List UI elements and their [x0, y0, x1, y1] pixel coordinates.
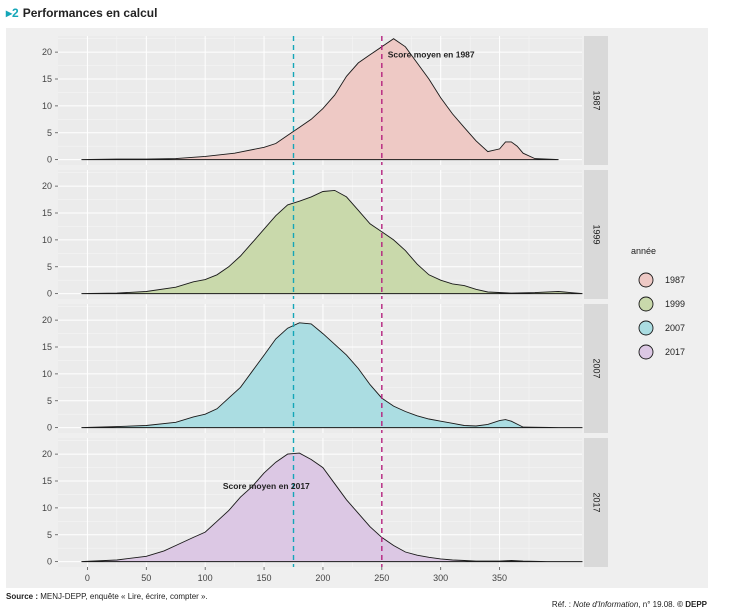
- legend-label-2017: 2017: [665, 347, 685, 357]
- legend-label-1999: 1999: [665, 299, 685, 309]
- y-tick-label: 10: [42, 503, 52, 513]
- ref-publication: Note d'Information: [573, 600, 639, 609]
- legend-swatch-1999: [638, 296, 654, 312]
- y-tick-label: 20: [42, 449, 52, 459]
- title-text: Performances en calcul: [22, 6, 158, 20]
- y-tick-label: 20: [42, 47, 52, 57]
- x-tick-label: 50: [141, 573, 151, 583]
- facet-label-1987: 1987: [592, 90, 602, 110]
- y-tick-label: 20: [42, 315, 52, 325]
- y-tick-label: 15: [42, 476, 52, 486]
- density-area-2007: [81, 322, 583, 429]
- y-tick-label: 0: [47, 557, 52, 567]
- x-tick-label: 250: [374, 573, 389, 583]
- x-tick-label: 200: [315, 573, 330, 583]
- facet-label-1999: 1999: [592, 224, 602, 244]
- y-tick-label: 5: [47, 396, 52, 406]
- legend-swatch-2007: [638, 320, 654, 336]
- chart-title: ▸2 Performances en calcul: [6, 6, 157, 20]
- facet-strip: [584, 170, 608, 299]
- y-tick-label: 0: [47, 155, 52, 165]
- x-tick-label: 100: [198, 573, 213, 583]
- y-tick-label: 5: [47, 530, 52, 540]
- source-text: MENJ-DEPP, enquête « Lire, écrire, compt…: [40, 592, 208, 601]
- ref-suffix: , n° 19.08.: [638, 600, 675, 609]
- density-area-1987: [81, 38, 559, 161]
- y-tick-label: 15: [42, 208, 52, 218]
- annotation-1987: Score moyen en 1987: [388, 50, 475, 60]
- facet-strip: [584, 304, 608, 433]
- y-tick-label: 10: [42, 101, 52, 111]
- density-area-2017: [81, 452, 583, 563]
- x-tick-label: 350: [492, 573, 507, 583]
- title-marker: ▸2: [6, 6, 19, 20]
- y-tick-label: 0: [47, 289, 52, 299]
- y-tick-label: 10: [42, 235, 52, 245]
- legend-swatch-1987: [638, 272, 654, 288]
- x-tick-label: 0: [85, 573, 90, 583]
- ref-credit: © DEPP: [677, 600, 707, 609]
- y-tick-label: 10: [42, 369, 52, 379]
- facet-label-2007: 2007: [592, 358, 602, 378]
- y-tick-label: 5: [47, 128, 52, 138]
- legend-swatch-2017: [638, 344, 654, 360]
- facet-label-2017: 2017: [592, 492, 602, 512]
- source-label: Source :: [6, 592, 39, 601]
- legend-label-1987: 1987: [665, 275, 685, 285]
- y-tick-label: 5: [47, 262, 52, 272]
- y-tick-label: 0: [47, 423, 52, 433]
- legend-label-2007: 2007: [665, 323, 685, 333]
- reference-note: Réf. : Note d'Information, n° 19.08. © D…: [552, 600, 707, 609]
- legend-title: année: [631, 246, 656, 256]
- facet-strip: [584, 36, 608, 165]
- x-tick-label: 300: [433, 573, 448, 583]
- facet-strip: [584, 438, 608, 567]
- y-tick-label: 20: [42, 181, 52, 191]
- x-tick-label: 150: [257, 573, 272, 583]
- density-area-1999: [81, 189, 583, 295]
- y-tick-label: 15: [42, 74, 52, 84]
- y-tick-label: 15: [42, 342, 52, 352]
- source-note: Source : MENJ-DEPP, enquête « Lire, écri…: [6, 592, 208, 601]
- annotation-2017: Score moyen en 2017: [223, 481, 310, 491]
- ref-prefix: Réf. :: [551, 600, 571, 609]
